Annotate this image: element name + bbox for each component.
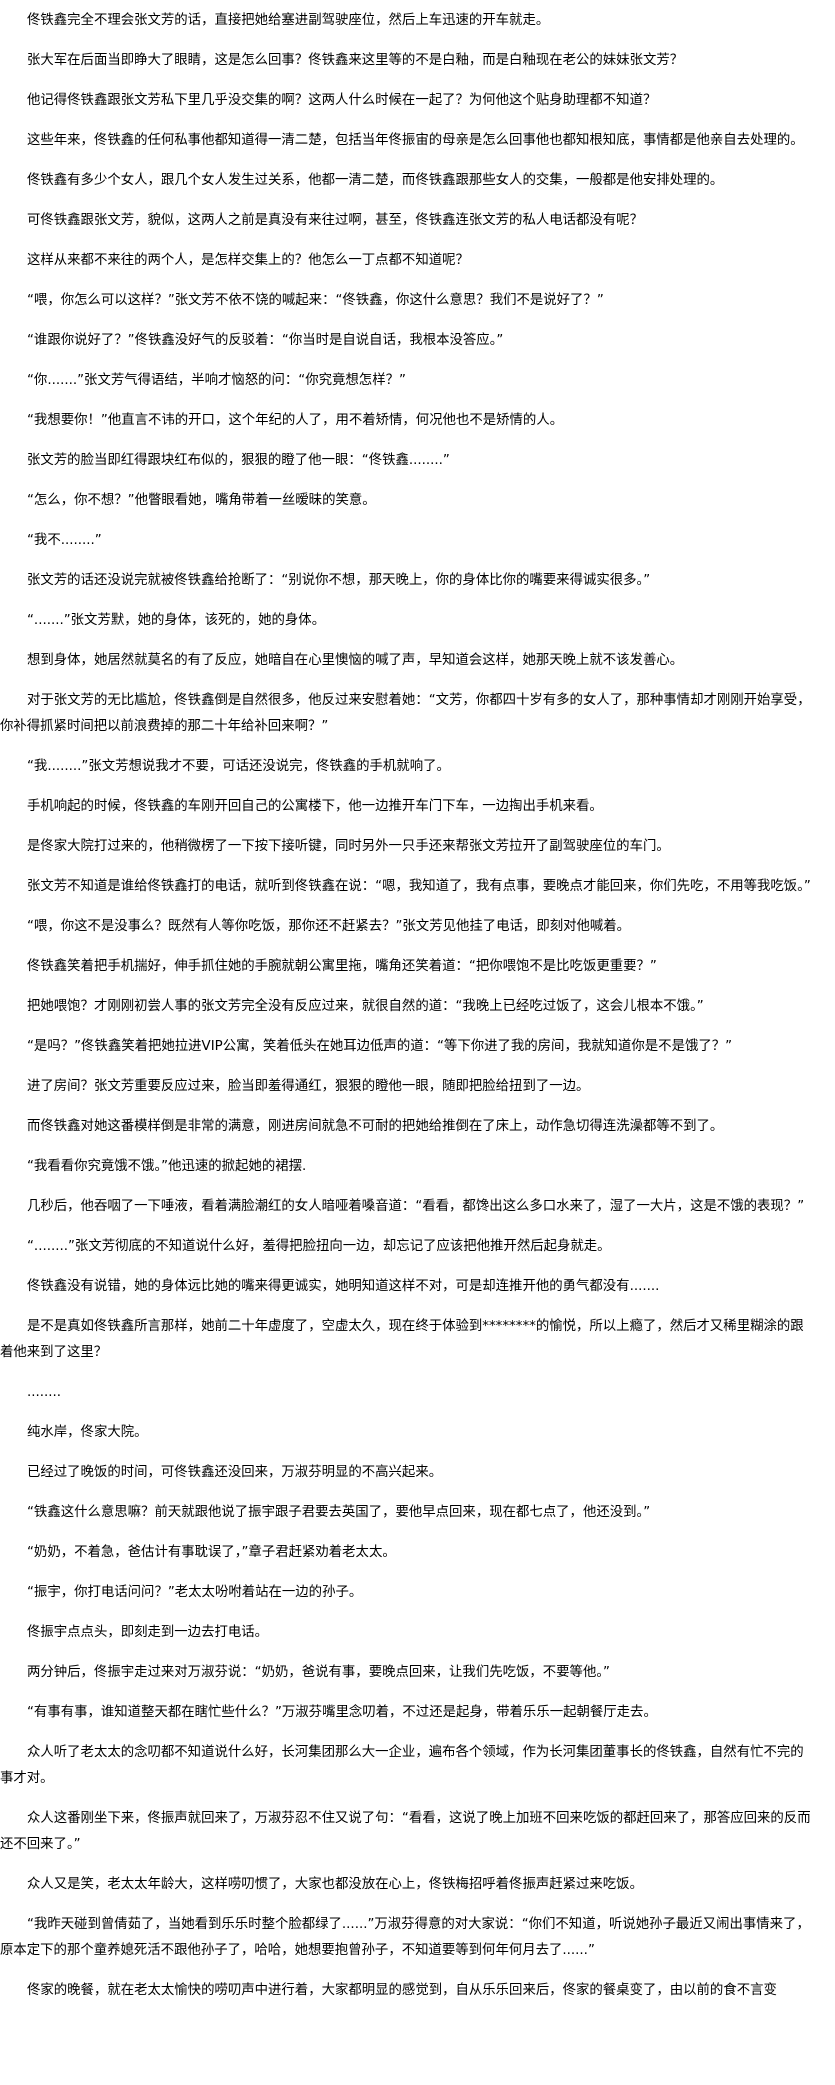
paragraph: “........”张文芳彻底的不知道说什么好，羞得把脸扭向一边，却忘记了应该把…: [27, 1239, 611, 1254]
paragraph: 佟铁鑫笑着把手机揣好，伸手抓住她的手腕就朝公寓里拖，嘴角还笑着道：“把你喂饱不是…: [27, 959, 657, 974]
paragraph: “我昨天碰到曾倩茹了，当她看到乐乐时整个脸都绿了......”万淑芬得意的对大家…: [0, 1917, 810, 1958]
paragraph: 张文芳的脸当即红得跟块红布似的，狠狠的瞪了他一眼：“佟铁鑫........”: [27, 453, 450, 468]
paragraph: 众人又是笑，老太太年龄大，这样唠叨惯了，大家也都没放在心上，佟铁梅招呼着佟振声赶…: [27, 1877, 643, 1892]
paragraph: “有事有事，谁知道整天都在瞎忙些什么？”万淑芬嘴里念叨着，不过还是起身，带着乐乐…: [27, 1705, 657, 1720]
paragraph: 想到身体，她居然就莫名的有了反应，她暗自在心里懊恼的喊了声，早知道会这样，她那天…: [27, 653, 684, 668]
paragraph: 众人这番刚坐下来，佟振声就回来了，万淑芬忍不住又说了句：“看看，这说了晚上加班不…: [0, 1811, 811, 1852]
paragraph: 张大军在后面当即睁大了眼睛，这是怎么回事？佟铁鑫来这里等的不是白釉，而是白釉现在…: [27, 53, 684, 68]
paragraph: 佟铁鑫有多少个女人，跟几个女人发生过关系，他都一清二楚，而佟铁鑫跟那些女人的交集…: [27, 173, 724, 188]
paragraph: 把她喂饱？才刚刚初尝人事的张文芳完全没有反应过来，就很自然的道：“我晚上已经吃过…: [27, 999, 704, 1014]
paragraph: 而佟铁鑫对她这番模样倒是非常的满意，刚进房间就急不可耐的把她给推倒在了床上，动作…: [27, 1119, 724, 1134]
paragraph: 这些年来，佟铁鑫的任何私事他都知道得一清二楚，包括当年佟振宙的母亲是怎么回事他也…: [27, 133, 804, 148]
paragraph: “我........”张文芳想说我才不要，可话还没说完，佟铁鑫的手机就响了。: [27, 759, 450, 774]
paragraph: “我不........”: [27, 533, 102, 548]
paragraph: 手机响起的时候，佟铁鑫的车刚开回自己的公寓楼下，他一边推开车门下车，一边掏出手机…: [27, 799, 603, 814]
paragraph: ........: [27, 1385, 62, 1400]
paragraph: “我看看你究竟饿不饿。”他迅速的掀起她的裙摆.: [27, 1159, 307, 1174]
paragraph: “我想要你！”他直言不讳的开口，这个年纪的人了，用不着矫情，何况他也不是矫情的人…: [27, 413, 564, 428]
paragraph: “铁鑫这什么意思嘛？前天就跟他说了振宇跟子君要去英国了，要他早点回来，现在都七点…: [27, 1505, 651, 1520]
paragraph: 张文芳不知道是谁给佟铁鑫打的电话，就听到佟铁鑫在说：“嗯，我知道了，我有点事，要…: [27, 879, 811, 894]
paragraph: “奶奶，不着急，爸估计有事耽误了，”章子君赶紧劝着老太太。: [27, 1545, 396, 1560]
article-body: 佟铁鑫完全不理会张文芳的话，直接把她给塞进副驾驶座位，然后上车迅速的开车就走。张…: [0, 8, 812, 2018]
paragraph: 张文芳的话还没说完就被佟铁鑫给抢断了：“别说你不想，那天晚上，你的身体比你的嘴要…: [27, 573, 651, 588]
paragraph: 这样从来都不来往的两个人，是怎样交集上的？他怎么一丁点都不知道呢？: [27, 253, 469, 268]
paragraph: “是吗？”佟铁鑫笑着把她拉进VIP公寓，笑着低头在她耳边低声的道：“等下你进了我…: [27, 1039, 733, 1054]
paragraph: “你.......”张文芳气得语结，半响才恼怒的问：“你究竟想怎样？”: [27, 373, 406, 388]
paragraph: “.......”张文芳默，她的身体，该死的，她的身体。: [27, 613, 326, 628]
paragraph: 佟铁鑫没有说错，她的身体远比她的嘴来得更诚实，她明知道这样不对，可是却连推开他的…: [27, 1279, 660, 1294]
paragraph: 已经过了晚饭的时间，可佟铁鑫还没回来，万淑芬明显的不高兴起来。: [27, 1465, 443, 1480]
paragraph: “喂，你这不是没事么？既然有人等你吃饭，那你还不赶紧去？”张文芳见他挂了电话，即…: [27, 919, 631, 934]
paragraph: 佟铁鑫完全不理会张文芳的话，直接把她给塞进副驾驶座位，然后上车迅速的开车就走。: [27, 13, 550, 28]
paragraph: 他记得佟铁鑫跟张文芳私下里几乎没交集的啊？这两人什么时候在一起了？为何他这个贴身…: [27, 93, 657, 108]
paragraph: “怎么，你不想？”他瞥眼看她，嘴角带着一丝暧昧的笑意。: [27, 493, 376, 508]
paragraph: 可佟铁鑫跟张文芳，貌似，这两人之前是真没有来往过啊，甚至，佟铁鑫连张文芳的私人电…: [27, 213, 643, 228]
paragraph: “喂，你怎么可以这样？”张文芳不依不饶的喊起来：“佟铁鑫，你这什么意思？我们不是…: [27, 293, 604, 308]
paragraph: 几秒后，他吞咽了一下唾液，看着满脸潮红的女人暗哑着嗓音道：“看看，都馋出这么多口…: [27, 1199, 805, 1214]
paragraph: “振宇，你打电话问问？”老太太吩咐着站在一边的孙子。: [27, 1585, 363, 1600]
paragraph: 是不是真如佟铁鑫所言那样，她前二十年虚度了，空虚太久，现在终于体验到******…: [0, 1319, 804, 1360]
paragraph: 佟家的晚餐，就在老太太愉快的唠叨声中进行着，大家都明显的感觉到，自从乐乐回来后，…: [27, 1983, 777, 1998]
paragraph: 众人听了老太太的念叨都不知道说什么好，长河集团那么大一企业，遍布各个领域，作为长…: [0, 1745, 804, 1786]
paragraph: 是佟家大院打过来的，他稍微楞了一下按下接听键，同时另外一只手还来帮张文芳拉开了副…: [27, 839, 670, 854]
paragraph: 进了房间？张文芳重要反应过来，脸当即羞得通红，狠狠的瞪他一眼，随即把脸给扭到了一…: [27, 1079, 590, 1094]
paragraph: “谁跟你说好了？”佟铁鑫没好气的反驳着：“你当时是自说自话，我根本没答应。”: [27, 333, 504, 348]
paragraph: 佟振宇点点头，即刻走到一边去打电话。: [27, 1625, 269, 1640]
paragraph: 对于张文芳的无比尴尬，佟铁鑫倒是自然很多，他反过来安慰着她：“文芳，你都四十岁有…: [0, 693, 811, 734]
paragraph: 两分钟后，佟振宇走过来对万淑芬说：“奶奶，爸说有事，要晚点回来，让我们先吃饭，不…: [27, 1665, 610, 1680]
paragraph: 纯水岸，佟家大院。: [27, 1425, 148, 1440]
